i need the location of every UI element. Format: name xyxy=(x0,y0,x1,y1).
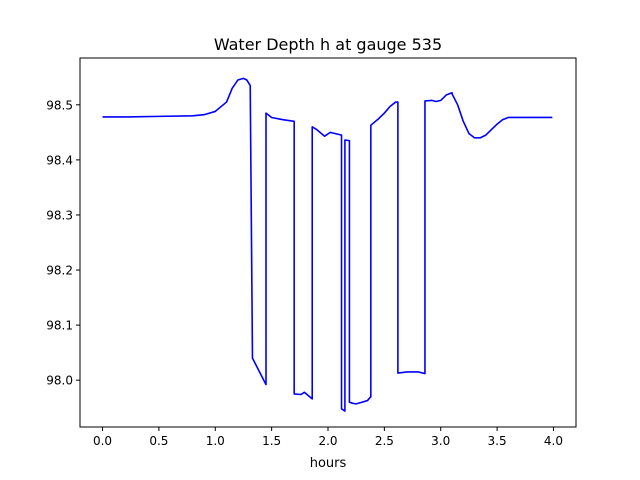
x-tick-label: 3.5 xyxy=(488,434,507,448)
x-axis-ticks: 0.0 0.5 1.0 1.5 2.0 2.5 3.0 3.5 4.0 xyxy=(93,427,563,448)
y-tick-label: 98.1 xyxy=(46,319,73,333)
plot-frame xyxy=(79,57,577,428)
y-tick-label: 98.4 xyxy=(46,153,73,167)
y-tick-label: 98.2 xyxy=(46,264,73,278)
x-tick-label: 4.0 xyxy=(544,434,563,448)
chart-title: Water Depth h at gauge 535 xyxy=(214,35,442,54)
series-line-water-depth xyxy=(102,77,553,412)
x-tick-label: 0.5 xyxy=(149,434,168,448)
y-tick-label: 98.5 xyxy=(46,98,73,112)
x-tick-label: 2.5 xyxy=(375,434,394,448)
x-axis-label: hours xyxy=(310,456,347,471)
x-tick-label: 3.0 xyxy=(431,434,450,448)
x-tick-label: 1.0 xyxy=(206,434,225,448)
x-tick-label: 0.0 xyxy=(93,434,112,448)
y-tick-label: 98.3 xyxy=(46,208,73,222)
y-tick-label: 98.0 xyxy=(46,374,73,388)
x-tick-label: 2.0 xyxy=(318,434,337,448)
x-tick-label: 1.5 xyxy=(262,434,281,448)
y-axis-ticks: 98.0 98.1 98.2 98.3 98.4 98.5 xyxy=(46,98,80,388)
